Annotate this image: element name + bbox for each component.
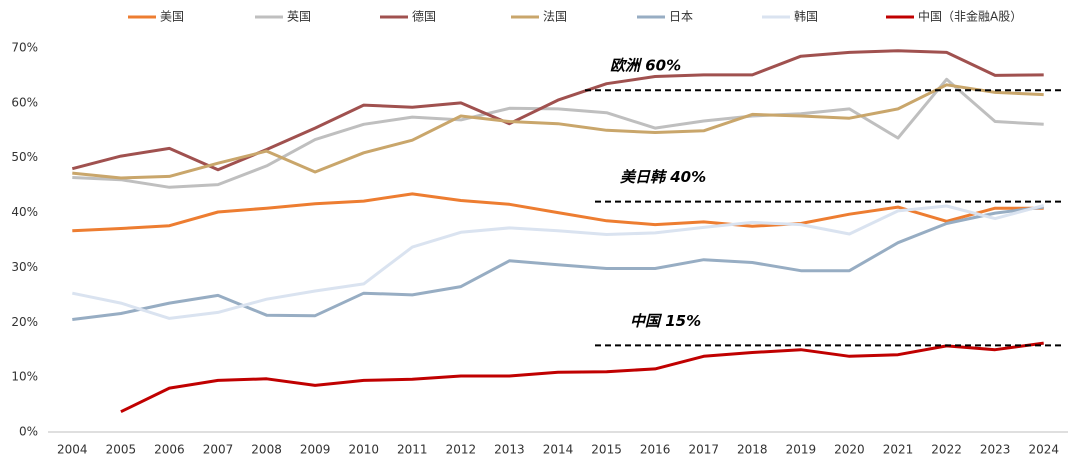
x-tick-label: 2011 xyxy=(397,443,428,457)
y-tick-label: 10% xyxy=(11,370,38,384)
legend-label: 德国 xyxy=(412,9,436,24)
annotation: 中国 15% xyxy=(630,312,701,330)
y-tick-label: 60% xyxy=(11,95,38,109)
x-tick-label: 2023 xyxy=(980,443,1011,457)
series-line xyxy=(72,203,1045,320)
series-line xyxy=(71,49,1044,172)
y-tick-label: 30% xyxy=(11,260,38,274)
y-tick-label: 0% xyxy=(19,425,38,439)
x-tick-label: 2021 xyxy=(883,443,914,457)
x-tick-label: 2007 xyxy=(203,443,234,457)
legend-label: 日本 xyxy=(669,10,693,24)
x-tick-label: 2019 xyxy=(786,443,817,457)
x-tick-label: 2018 xyxy=(737,443,768,457)
x-tick-label: 2014 xyxy=(543,443,574,457)
y-tick-label: 20% xyxy=(11,315,38,329)
x-tick-label: 2006 xyxy=(154,443,185,457)
x-tick-label: 2022 xyxy=(931,443,962,457)
x-tick-label: 2013 xyxy=(494,443,525,457)
legend-label: 英国 xyxy=(287,10,311,24)
y-tick-label: 50% xyxy=(11,150,38,164)
annotation: 美日韩 40% xyxy=(620,168,706,186)
y-tick-label: 40% xyxy=(11,205,38,219)
series-line xyxy=(72,77,1044,189)
x-tick-label: 2012 xyxy=(446,443,477,457)
x-tick-label: 2017 xyxy=(688,443,719,457)
series-line xyxy=(72,205,1044,321)
x-tick-label: 2010 xyxy=(348,443,379,457)
legend-label: 中国（非金融A股） xyxy=(918,9,1022,24)
legend-label: 法国 xyxy=(543,10,567,24)
y-tick-label: 70% xyxy=(11,41,38,55)
x-tick-label: 2020 xyxy=(834,443,865,457)
x-tick-label: 2016 xyxy=(640,443,671,457)
x-tick-label: 2004 xyxy=(57,443,88,457)
annotation: 欧洲 60% xyxy=(610,57,681,75)
series-line xyxy=(120,341,1044,414)
legend-label: 韩国 xyxy=(794,9,818,24)
legend-label: 美国 xyxy=(160,10,184,24)
x-tick-label: 2024 xyxy=(1028,443,1059,457)
x-tick-label: 2015 xyxy=(591,443,622,457)
x-tick-label: 2005 xyxy=(106,443,137,457)
x-tick-label: 2008 xyxy=(251,443,282,457)
series-line xyxy=(72,83,1044,180)
series-line xyxy=(72,192,1044,233)
x-tick-label: 2009 xyxy=(300,443,331,457)
